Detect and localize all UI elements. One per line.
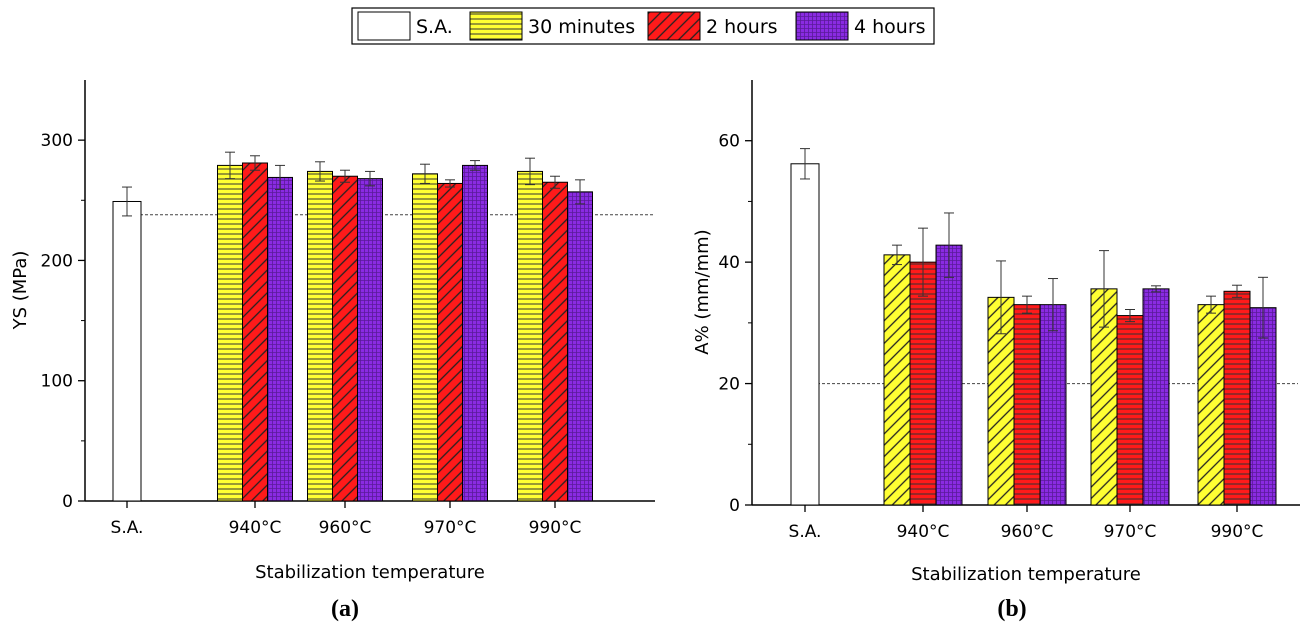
x-tick-label: S.A. (789, 522, 822, 542)
bar-4-hours (936, 245, 962, 505)
bar-4-hours (1040, 305, 1066, 505)
y-tick-label: 20 (718, 375, 740, 395)
bar-4-hours (568, 192, 593, 501)
bar-2-hours (1117, 316, 1143, 505)
bar-2-hours (543, 182, 568, 501)
x-tick-label: 940°C (897, 522, 950, 542)
y-tick-label: 0 (729, 496, 740, 516)
x-tick-label: 960°C (1001, 522, 1054, 542)
bar-30-minutes (884, 255, 910, 505)
bar-s-a- (791, 164, 819, 505)
legend-swatch-4h (796, 12, 848, 40)
y-tick-label: 300 (41, 131, 73, 151)
legend-label-4h: 4 hours (854, 16, 926, 38)
bar-2-hours (243, 163, 268, 501)
y-tick-label: 0 (62, 492, 73, 512)
x-tick-label: 990°C (1211, 522, 1264, 542)
bar-30-minutes (413, 174, 438, 501)
x-tick-label: S.A. (111, 518, 144, 538)
bar-s-a- (113, 201, 141, 501)
bar-2-hours (910, 262, 936, 505)
bar-4-hours (463, 165, 488, 501)
x-tick-label: 990°C (529, 518, 582, 538)
legend-swatch-sa (358, 12, 410, 40)
x-axis-label: Stabilization temperature (911, 564, 1141, 585)
panel-label: (a) (331, 596, 359, 622)
x-tick-label: 960°C (319, 518, 372, 538)
bar-4-hours (358, 179, 383, 501)
legend-label-2h: 2 hours (706, 16, 778, 38)
legend-label-sa: S.A. (416, 16, 453, 38)
bar-30-minutes (518, 171, 543, 501)
bar-2-hours (1224, 291, 1250, 505)
legend-swatch-2h (648, 12, 700, 40)
bar-30-minutes (308, 171, 333, 501)
y-tick-label: 40 (718, 253, 740, 273)
bar-2-hours (438, 183, 463, 501)
legend-label-30min: 30 minutes (528, 16, 635, 38)
y-axis-label: YS (MPa) (10, 251, 31, 331)
x-tick-label: 970°C (1104, 522, 1157, 542)
bar-2-hours (333, 176, 358, 501)
chart-panel-a: 0 100 200 300 S.A. 940°C 960°C 970°C 990°C Stabil… (10, 80, 655, 622)
legend: S.A. 30 minutes 2 hours 4 hours (352, 8, 934, 44)
x-tick-label: 970°C (424, 518, 477, 538)
panel-label: (b) (997, 596, 1026, 622)
y-tick-label: 60 (718, 132, 740, 152)
bar-30-minutes (1198, 305, 1224, 505)
chart-panel-b: 0 20 40 60 S.A. 940°C 960°C 970°C 990°C Stabiliza… (692, 80, 1300, 622)
bar-2-hours (1014, 305, 1040, 505)
y-tick-label: 100 (41, 372, 73, 392)
x-tick-label: 940°C (229, 518, 282, 538)
bar-4-hours (268, 177, 293, 501)
legend-swatch-30min (470, 12, 522, 40)
x-axis-label: Stabilization temperature (255, 562, 485, 583)
bar-30-minutes (218, 165, 243, 501)
y-axis-label: A% (mm/mm) (692, 229, 713, 354)
bar-4-hours (1143, 289, 1169, 505)
y-tick-label: 200 (41, 251, 73, 271)
